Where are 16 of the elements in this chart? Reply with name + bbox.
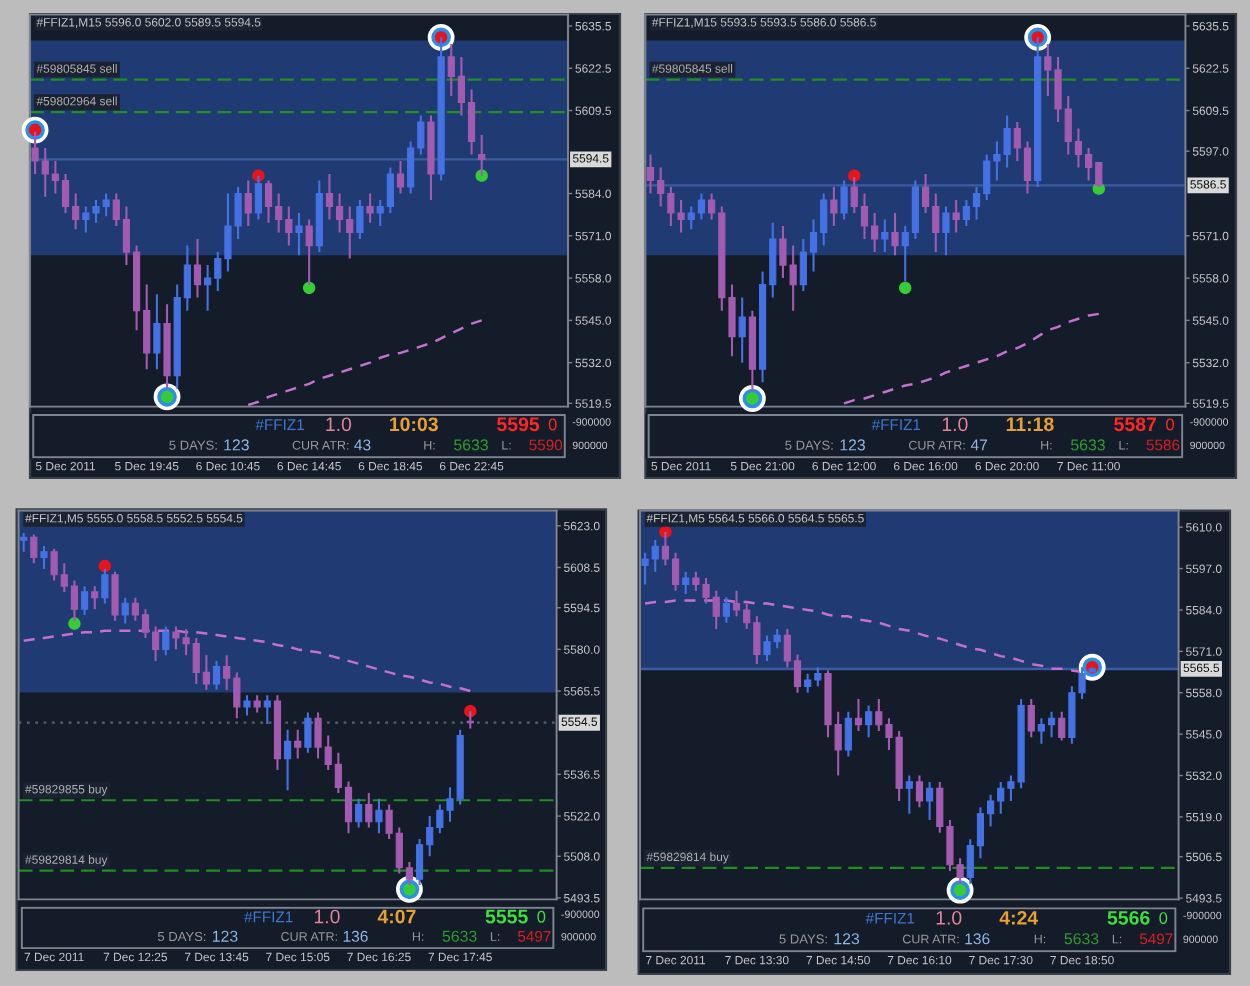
text: 0 <box>1159 912 1168 924</box>
text: 1.0 <box>942 417 968 432</box>
text: 1.0 <box>314 909 340 924</box>
text: 0 <box>1166 418 1175 431</box>
text: 0 <box>548 418 557 431</box>
text: 10:03 <box>390 417 438 432</box>
text: 0 <box>537 910 546 923</box>
text: 1.0 <box>936 910 962 925</box>
text: 5587 <box>1114 417 1156 432</box>
text: 4:07 <box>377 909 416 924</box>
text: 5595 <box>497 417 540 432</box>
text: 4:24 <box>999 910 1039 925</box>
text: 11:18 <box>1006 417 1054 432</box>
text: 1.0 <box>326 417 352 432</box>
text: 5555 <box>485 909 528 924</box>
text: 5566 <box>1107 910 1150 925</box>
